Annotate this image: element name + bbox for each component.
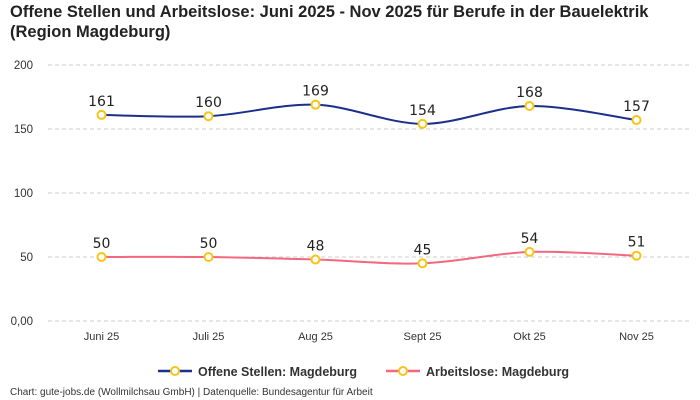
data-point: [417, 118, 428, 129]
data-point: [524, 246, 535, 257]
data-point: [203, 111, 214, 122]
data-point: [96, 109, 107, 120]
data-point: [96, 252, 107, 262]
data-point: [417, 258, 428, 269]
chart-title: Offene Stellen und Arbeitslose: Juni 202…: [10, 3, 649, 41]
y-tick-label: 150: [14, 124, 33, 136]
data-label: 157: [623, 99, 650, 115]
data-label: 168: [516, 85, 543, 101]
data-label: 50: [93, 236, 111, 252]
legend-marker: [398, 366, 408, 376]
data-label: 161: [88, 94, 115, 110]
y-tick-label: 100: [14, 188, 33, 200]
data-label: 48: [307, 239, 325, 255]
data-label: 160: [195, 95, 222, 111]
legend-marker: [170, 366, 180, 376]
legend-label: Arbeitslose: Magdeburg: [426, 365, 569, 379]
series-line: [101, 250, 637, 265]
data-point: [310, 254, 321, 265]
y-tick-label: 200: [14, 60, 33, 72]
legend-label: Offene Stellen: Magdeburg: [198, 365, 357, 379]
data-point: [631, 115, 642, 126]
data-label: 154: [409, 103, 436, 119]
data-point: [631, 250, 642, 261]
x-tick-label: Juli 25: [193, 331, 225, 343]
data-point: [203, 252, 214, 262]
series-line: [101, 103, 637, 125]
x-tick-label: Aug 25: [298, 331, 333, 343]
data-label: 45: [414, 242, 432, 258]
data-label: 50: [200, 236, 218, 252]
data-label: 51: [628, 235, 646, 251]
data-point: [310, 99, 321, 110]
x-tick-label: Juni 25: [84, 331, 119, 343]
y-tick-label: 50: [20, 252, 33, 264]
x-tick-label: Sept 25: [404, 331, 442, 343]
x-tick-label: Nov 25: [619, 331, 654, 343]
data-label: 54: [521, 231, 539, 247]
data-label: 169: [302, 84, 329, 100]
x-tick-label: Okt 25: [513, 331, 545, 343]
data-point: [524, 100, 535, 111]
chart-credit: Chart: gute-jobs.de (Wollmilchsau GmbH) …: [10, 387, 373, 398]
y-tick-label: 0,00: [11, 316, 33, 328]
